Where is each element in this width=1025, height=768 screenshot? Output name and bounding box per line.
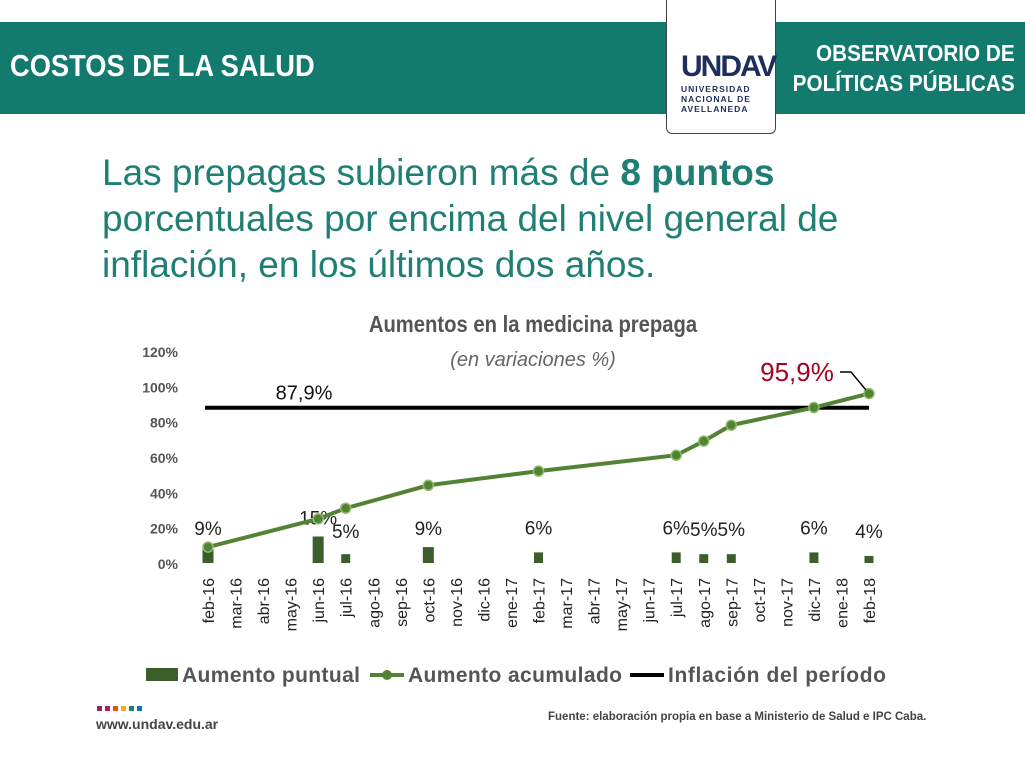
bar-label: 4% [855, 522, 883, 543]
bar [726, 554, 736, 563]
bar-label: 9% [415, 519, 443, 540]
bar-label: 9% [194, 519, 222, 540]
bar [202, 547, 214, 563]
x-tick-label: jun-16 [311, 578, 328, 624]
legend-bar-swatch [146, 668, 178, 681]
observatory-title: OBSERVATORIO DE POLÍTICAS PÚBLICAS [793, 38, 1015, 98]
x-tick-label: ene-17 [504, 578, 521, 628]
cumulative-point [698, 435, 710, 447]
source-note: Fuente: elaboración propia en base a Min… [548, 711, 927, 723]
bar [422, 547, 434, 563]
observatory-line1: OBSERVATORIO DE [816, 40, 1015, 66]
x-tick-label: nov-16 [449, 578, 466, 627]
legend-inflation-label: Inflación del período [668, 664, 886, 687]
bar [341, 554, 351, 563]
inflation-label: 87,9% [276, 383, 333, 405]
headline-pre: Las prepagas subieron más de [102, 152, 621, 193]
headline: Las prepagas subieron más de 8 puntos po… [102, 150, 982, 288]
bar [312, 536, 324, 563]
x-tick-label: feb-16 [201, 578, 218, 623]
x-tick-label: sep-16 [394, 578, 411, 627]
chart-subtitle: (en variaciones %) [450, 349, 616, 371]
x-tick-label: abr-16 [256, 578, 273, 624]
x-tick-label: ene-18 [834, 578, 851, 628]
headline-post: porcentuales por encima del nivel genera… [102, 198, 839, 285]
bar-label: 5% [332, 522, 360, 543]
final-annotation: 95,9% [760, 357, 834, 387]
chart-title: Aumentos en la medicina prepaga [369, 311, 698, 338]
bar-label: 6% [662, 518, 690, 539]
cumulative-point [725, 419, 738, 431]
bar-label: 5% [718, 520, 746, 541]
x-tick-label: jul-16 [339, 578, 356, 618]
logo-sub3: AVELLANEDA [681, 104, 749, 114]
x-tick-label: feb-17 [532, 578, 549, 623]
bar-label: 6% [525, 518, 553, 539]
x-tick-label: mar-16 [229, 578, 246, 629]
x-tick-label: may-17 [614, 578, 631, 631]
bar [671, 552, 681, 563]
cumulative-point [339, 502, 352, 514]
x-tick-label: nov-17 [779, 578, 796, 627]
cumulative-point [670, 449, 682, 461]
logo-subtitle: UNIVERSIDAD NACIONAL DE AVELLANEDA [681, 84, 751, 114]
x-tick-label: jul-17 [669, 578, 686, 618]
bar [809, 552, 819, 563]
bar [534, 552, 543, 563]
x-tick-label: oct-17 [752, 578, 769, 623]
y-tick-label: 80% [150, 415, 179, 431]
x-tick-label: may-16 [284, 578, 301, 631]
x-tick-label: dic-16 [476, 578, 493, 622]
bar-label: 6% [800, 518, 828, 539]
y-tick-label: 60% [150, 450, 179, 466]
legend-line-marker [382, 670, 392, 680]
legend-line-label: Aumento acumulado [408, 664, 622, 687]
bar [864, 555, 874, 563]
brand-dots [97, 706, 142, 711]
bar [699, 554, 709, 563]
x-tick-label: jun-17 [642, 578, 659, 624]
section-title: COSTOS DE LA SALUD [10, 48, 315, 83]
logo-mark: UNDAV [681, 50, 777, 83]
y-tick-label: 0% [158, 556, 179, 572]
y-tick-label: 40% [150, 485, 179, 501]
cumulative-point [808, 401, 820, 414]
x-tick-label: mar-17 [559, 578, 576, 629]
cumulative-line [207, 391, 870, 550]
cumulative-point [422, 479, 435, 492]
cumulative-point [532, 465, 545, 477]
logo-sub1: UNIVERSIDAD [681, 84, 751, 94]
x-tick-label: sep-17 [724, 578, 741, 627]
headline-bold: 8 puntos [620, 152, 775, 193]
legend-bar-label: Aumento puntual [182, 664, 360, 687]
x-tick-label: oct-16 [421, 578, 438, 623]
y-tick-label: 20% [150, 521, 179, 537]
y-tick-label: 120% [142, 344, 178, 360]
footer-url[interactable]: www.undav.edu.ar [96, 716, 219, 732]
logo-sub2: NACIONAL DE [681, 94, 751, 104]
annotation-leader [840, 371, 867, 391]
x-tick-label: feb-18 [862, 578, 879, 623]
x-tick-label: ago-16 [366, 578, 383, 628]
x-tick-label: abr-17 [587, 578, 604, 624]
bar-label: 5% [690, 520, 718, 541]
observatory-line2: POLÍTICAS PÚBLICAS [793, 70, 1015, 96]
x-tick-label: dic-17 [807, 578, 824, 622]
header-band [0, 22, 1025, 114]
y-tick-label: 100% [142, 379, 178, 395]
x-tick-label: ago-17 [697, 578, 714, 628]
cumulative-point [312, 513, 324, 525]
undav-logo: UNDAV UNIVERSIDAD NACIONAL DE AVELLANEDA [666, 0, 777, 134]
cumulative-point [202, 541, 214, 553]
cumulative-point [863, 387, 875, 400]
